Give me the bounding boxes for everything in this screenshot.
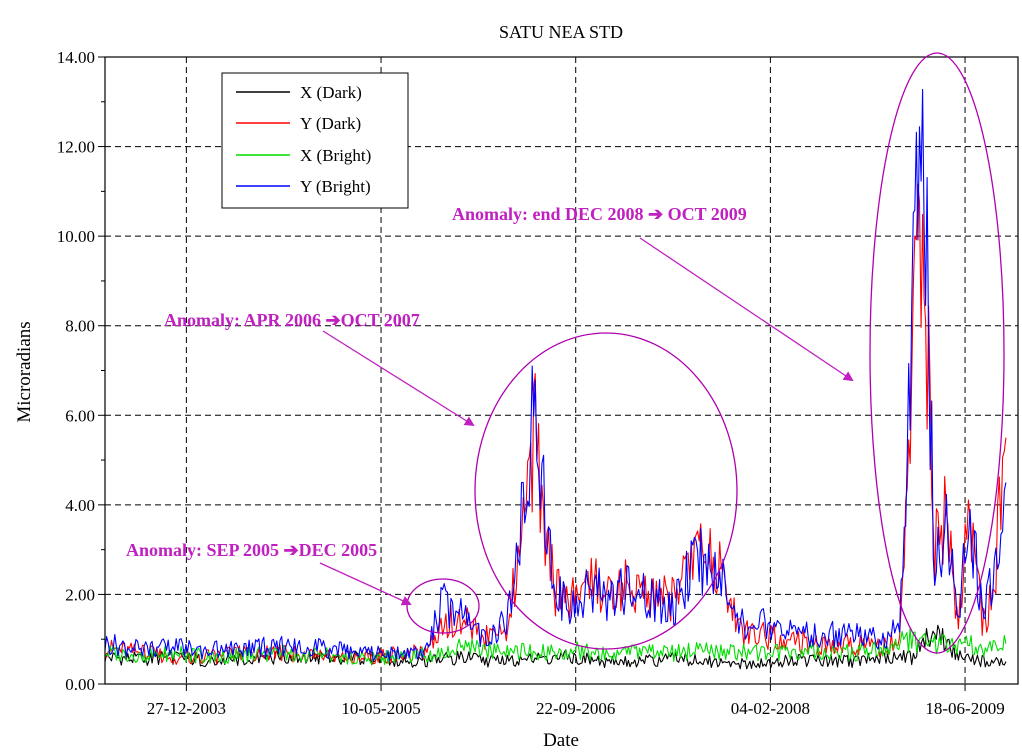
series-line-y-bright — [104, 88, 1007, 662]
annotation-arrow-sep-2005 — [319, 562, 412, 606]
x-axis-label: Date — [543, 730, 579, 751]
y-tick-label: 14.00 — [57, 48, 95, 67]
annotation-arrow-dec-2008 — [639, 237, 854, 382]
x-axis: 27-12-2003 10-05-2005 22-09-2006 04-02-2008… — [147, 684, 1005, 718]
annotation-ellipse-apr-2006 — [474, 332, 738, 650]
x-tick-label: 22-09-2006 — [536, 699, 615, 718]
annotation-text-dec-2008: Anomaly: end DEC 2008 ➔ OCT 2009 — [452, 204, 747, 224]
legend-label-y-bright: Y (Bright) — [300, 177, 371, 196]
x-tick-label: 18-06-2009 — [925, 699, 1004, 718]
series-line-x-bright — [104, 627, 1007, 666]
series-line-y-dark — [104, 183, 1007, 665]
annotation-sep-2005: Anomaly: SEP 2005 ➔DEC 2005 — [126, 540, 480, 634]
y-tick-label: 2.00 — [65, 585, 95, 604]
y-tick-label: 0.00 — [65, 675, 95, 694]
annotation-ellipse-dec-2008 — [869, 52, 1005, 654]
annotation-dec-2008: Anomaly: end DEC 2008 ➔ OCT 2009 — [452, 52, 1005, 654]
y-tick-label: 6.00 — [65, 406, 95, 425]
annotation-ellipse-sep-2005 — [406, 578, 480, 634]
y-axis: 0.00 2.00 4.00 6.00 8.00 10.00 12.00 14.00 — [57, 48, 105, 694]
legend: X (Dark) Y (Dark) X (Bright) Y (Bright) — [221, 72, 409, 209]
y-tick-label: 4.00 — [65, 496, 95, 515]
x-tick-label: 27-12-2003 — [147, 699, 226, 718]
annotation-text-sep-2005: Anomaly: SEP 2005 ➔DEC 2005 — [126, 540, 377, 560]
annotation-arrow-apr-2006 — [322, 330, 475, 427]
annotation-apr-2006: Anomaly: APR 2006 ➔OCT 2007 — [164, 310, 738, 650]
legend-box — [221, 72, 409, 209]
chart-title: SATU NEA STD — [499, 22, 623, 42]
y-axis-label: Microradians — [14, 321, 35, 422]
y-tick-label: 10.00 — [57, 227, 95, 246]
legend-label-x-dark: X (Dark) — [300, 83, 362, 102]
y-tick-label: 12.00 — [57, 138, 95, 157]
legend-label-x-bright: X (Bright) — [300, 146, 371, 165]
legend-label-y-dark: Y (Dark) — [300, 114, 361, 133]
x-tick-label: 04-02-2008 — [731, 699, 810, 718]
y-tick-label: 8.00 — [65, 317, 95, 336]
series-group — [104, 88, 1007, 670]
annotation-text-apr-2006: Anomaly: APR 2006 ➔OCT 2007 — [164, 310, 420, 330]
x-tick-label: 10-05-2005 — [341, 699, 420, 718]
